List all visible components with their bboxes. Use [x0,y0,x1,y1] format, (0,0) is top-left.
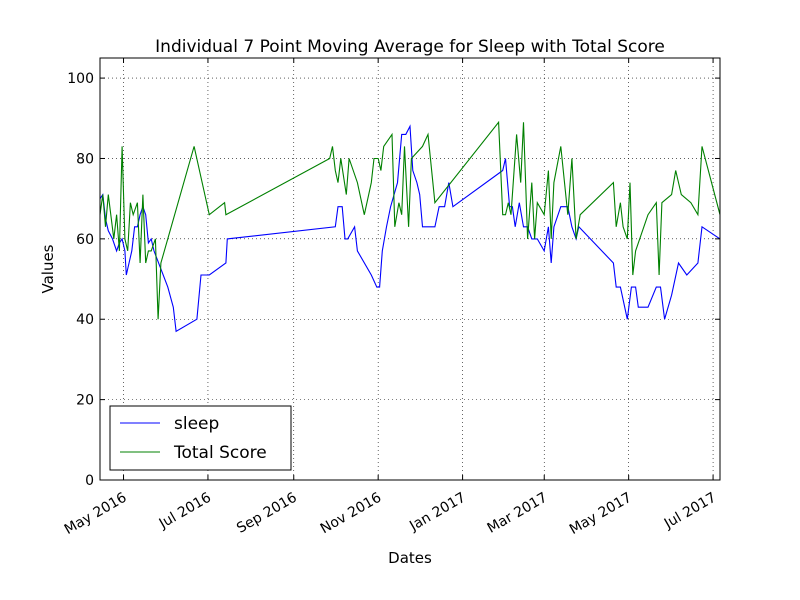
legend-label: Total Score [173,443,267,463]
legend: sleep Total Score [109,405,292,471]
legend-label: sleep [174,414,219,434]
chart-title: Individual 7 Point Moving Average for Sl… [155,37,665,57]
series-line-total-score [99,120,721,320]
series-line-sleep [99,124,721,333]
series-layer [99,120,721,333]
y-tick-label: 80 [76,151,94,167]
y-tick-label: 60 [76,232,94,248]
x-axis-title: Dates [388,549,432,567]
plot-frame [99,57,721,481]
legend-box [109,405,292,471]
y-tick-label: 40 [76,312,94,328]
y-tick-label: 100 [67,71,94,87]
y-tick-label: 20 [76,393,94,409]
y-axis-title: Values [39,244,57,293]
y-tick-label: 0 [85,473,94,489]
